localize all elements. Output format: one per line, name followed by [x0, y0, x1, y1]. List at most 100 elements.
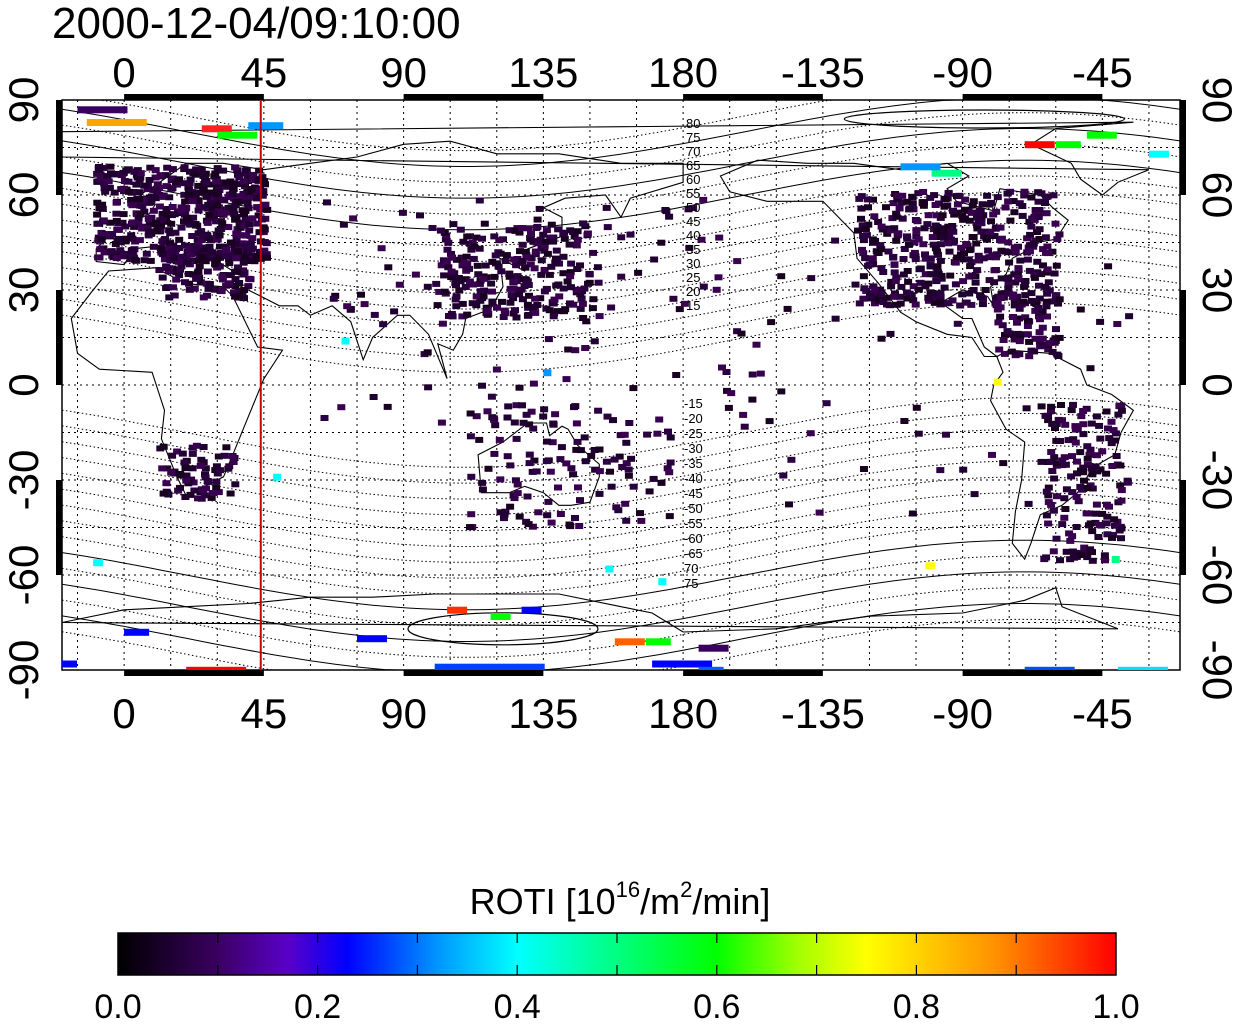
roti-cell [505, 273, 514, 280]
roti-cell [226, 490, 235, 497]
roti-cell [920, 225, 929, 232]
roti-cell [899, 271, 908, 278]
roti-cell [605, 565, 614, 573]
roti-cell [636, 510, 644, 517]
roti-cell [1108, 534, 1116, 541]
roti-cell [488, 288, 496, 295]
roti-cell [185, 246, 194, 253]
roti-cell [1100, 552, 1109, 559]
roti-cell [1058, 521, 1067, 528]
roti-cell [1056, 557, 1064, 564]
roti-cell [1010, 302, 1019, 309]
roti-cell [262, 251, 271, 258]
roti-cell [665, 213, 674, 220]
roti-cell [908, 193, 917, 200]
roti-cell [864, 204, 872, 211]
roti-cell [216, 243, 224, 250]
roti-cell [126, 235, 135, 242]
roti-cell [547, 519, 556, 526]
roti-cell [226, 239, 235, 246]
roti-cell [882, 225, 891, 232]
roti-cell [423, 283, 432, 290]
roti-cell [184, 219, 193, 226]
roti-cell [273, 473, 282, 481]
roti-cell [1060, 514, 1069, 521]
roti-cell [894, 230, 903, 237]
roti-cell [535, 205, 544, 212]
roti-cell [1117, 535, 1125, 542]
roti-cell [180, 459, 189, 466]
roti-cell [433, 302, 442, 309]
roti-cell [214, 489, 223, 496]
roti-cell [996, 304, 1005, 311]
roti-cell [483, 408, 492, 415]
roti-cell [1076, 306, 1085, 313]
roti-cell [576, 497, 584, 504]
roti-cell [933, 263, 942, 270]
roti-cell [167, 220, 176, 227]
roti-cell [1116, 462, 1125, 469]
roti-cell [203, 219, 212, 226]
roti-cell [903, 198, 912, 205]
roti-cell [475, 245, 484, 252]
frame-bar [124, 94, 264, 100]
roti-cell [478, 235, 486, 242]
roti-cell [895, 205, 904, 212]
roti-cell [932, 277, 941, 284]
roti-cell [180, 211, 189, 218]
roti-cell [461, 276, 470, 283]
roti-cell [503, 453, 512, 460]
roti-cell [525, 421, 534, 428]
roti-cell [675, 306, 684, 313]
roti-cell [122, 167, 131, 174]
roti-cell [1092, 452, 1101, 459]
roti-cell [499, 314, 508, 320]
roti-cell [476, 288, 485, 295]
roti-cell [913, 218, 922, 225]
roti-cell [1011, 279, 1020, 286]
roti-cell [1088, 557, 1097, 564]
roti-cell [521, 264, 530, 271]
roti-cell [551, 411, 560, 418]
roti-cell [662, 208, 671, 215]
roti-cell [204, 285, 213, 292]
roti-cell [1042, 298, 1051, 305]
roti-cell [1083, 461, 1092, 468]
roti-cell [527, 231, 535, 237]
roti-cell [1031, 335, 1040, 342]
roti-cell [989, 211, 998, 218]
roti-cell [929, 241, 938, 248]
roti-cell [578, 300, 587, 307]
roti-cell [200, 492, 209, 499]
lat-tick-right: 60 [1194, 172, 1240, 219]
roti-cell [232, 241, 241, 247]
roti-cell [134, 220, 143, 227]
roti-cell [1011, 249, 1020, 256]
roti-cell [1050, 270, 1059, 277]
roti-cell [890, 225, 899, 232]
roti-cell [543, 438, 551, 445]
roti-cell [1039, 246, 1048, 253]
roti-cell [180, 164, 189, 171]
roti-cell [1101, 557, 1109, 564]
lon-tick-bottom: 90 [380, 690, 427, 737]
roti-cell [104, 178, 113, 185]
roti-cell [1052, 262, 1061, 269]
roti-cell [1005, 290, 1013, 297]
roti-cell [1109, 427, 1118, 434]
roti-cell [168, 452, 177, 459]
magnetic-lat-label: -40 [684, 471, 703, 486]
roti-cell [1041, 412, 1050, 419]
roti-cell [151, 187, 160, 193]
roti-cell [107, 249, 116, 256]
roti-cell [861, 255, 870, 262]
roti-cell [243, 244, 252, 251]
roti-cell [974, 209, 983, 216]
roti-cell [1010, 271, 1019, 278]
roti-cell [544, 498, 553, 505]
roti-cell [1014, 265, 1023, 272]
roti-cell [188, 450, 197, 457]
roti-cell [475, 280, 484, 287]
roti-cell [877, 335, 886, 342]
lon-tick-top: -135 [781, 49, 865, 96]
